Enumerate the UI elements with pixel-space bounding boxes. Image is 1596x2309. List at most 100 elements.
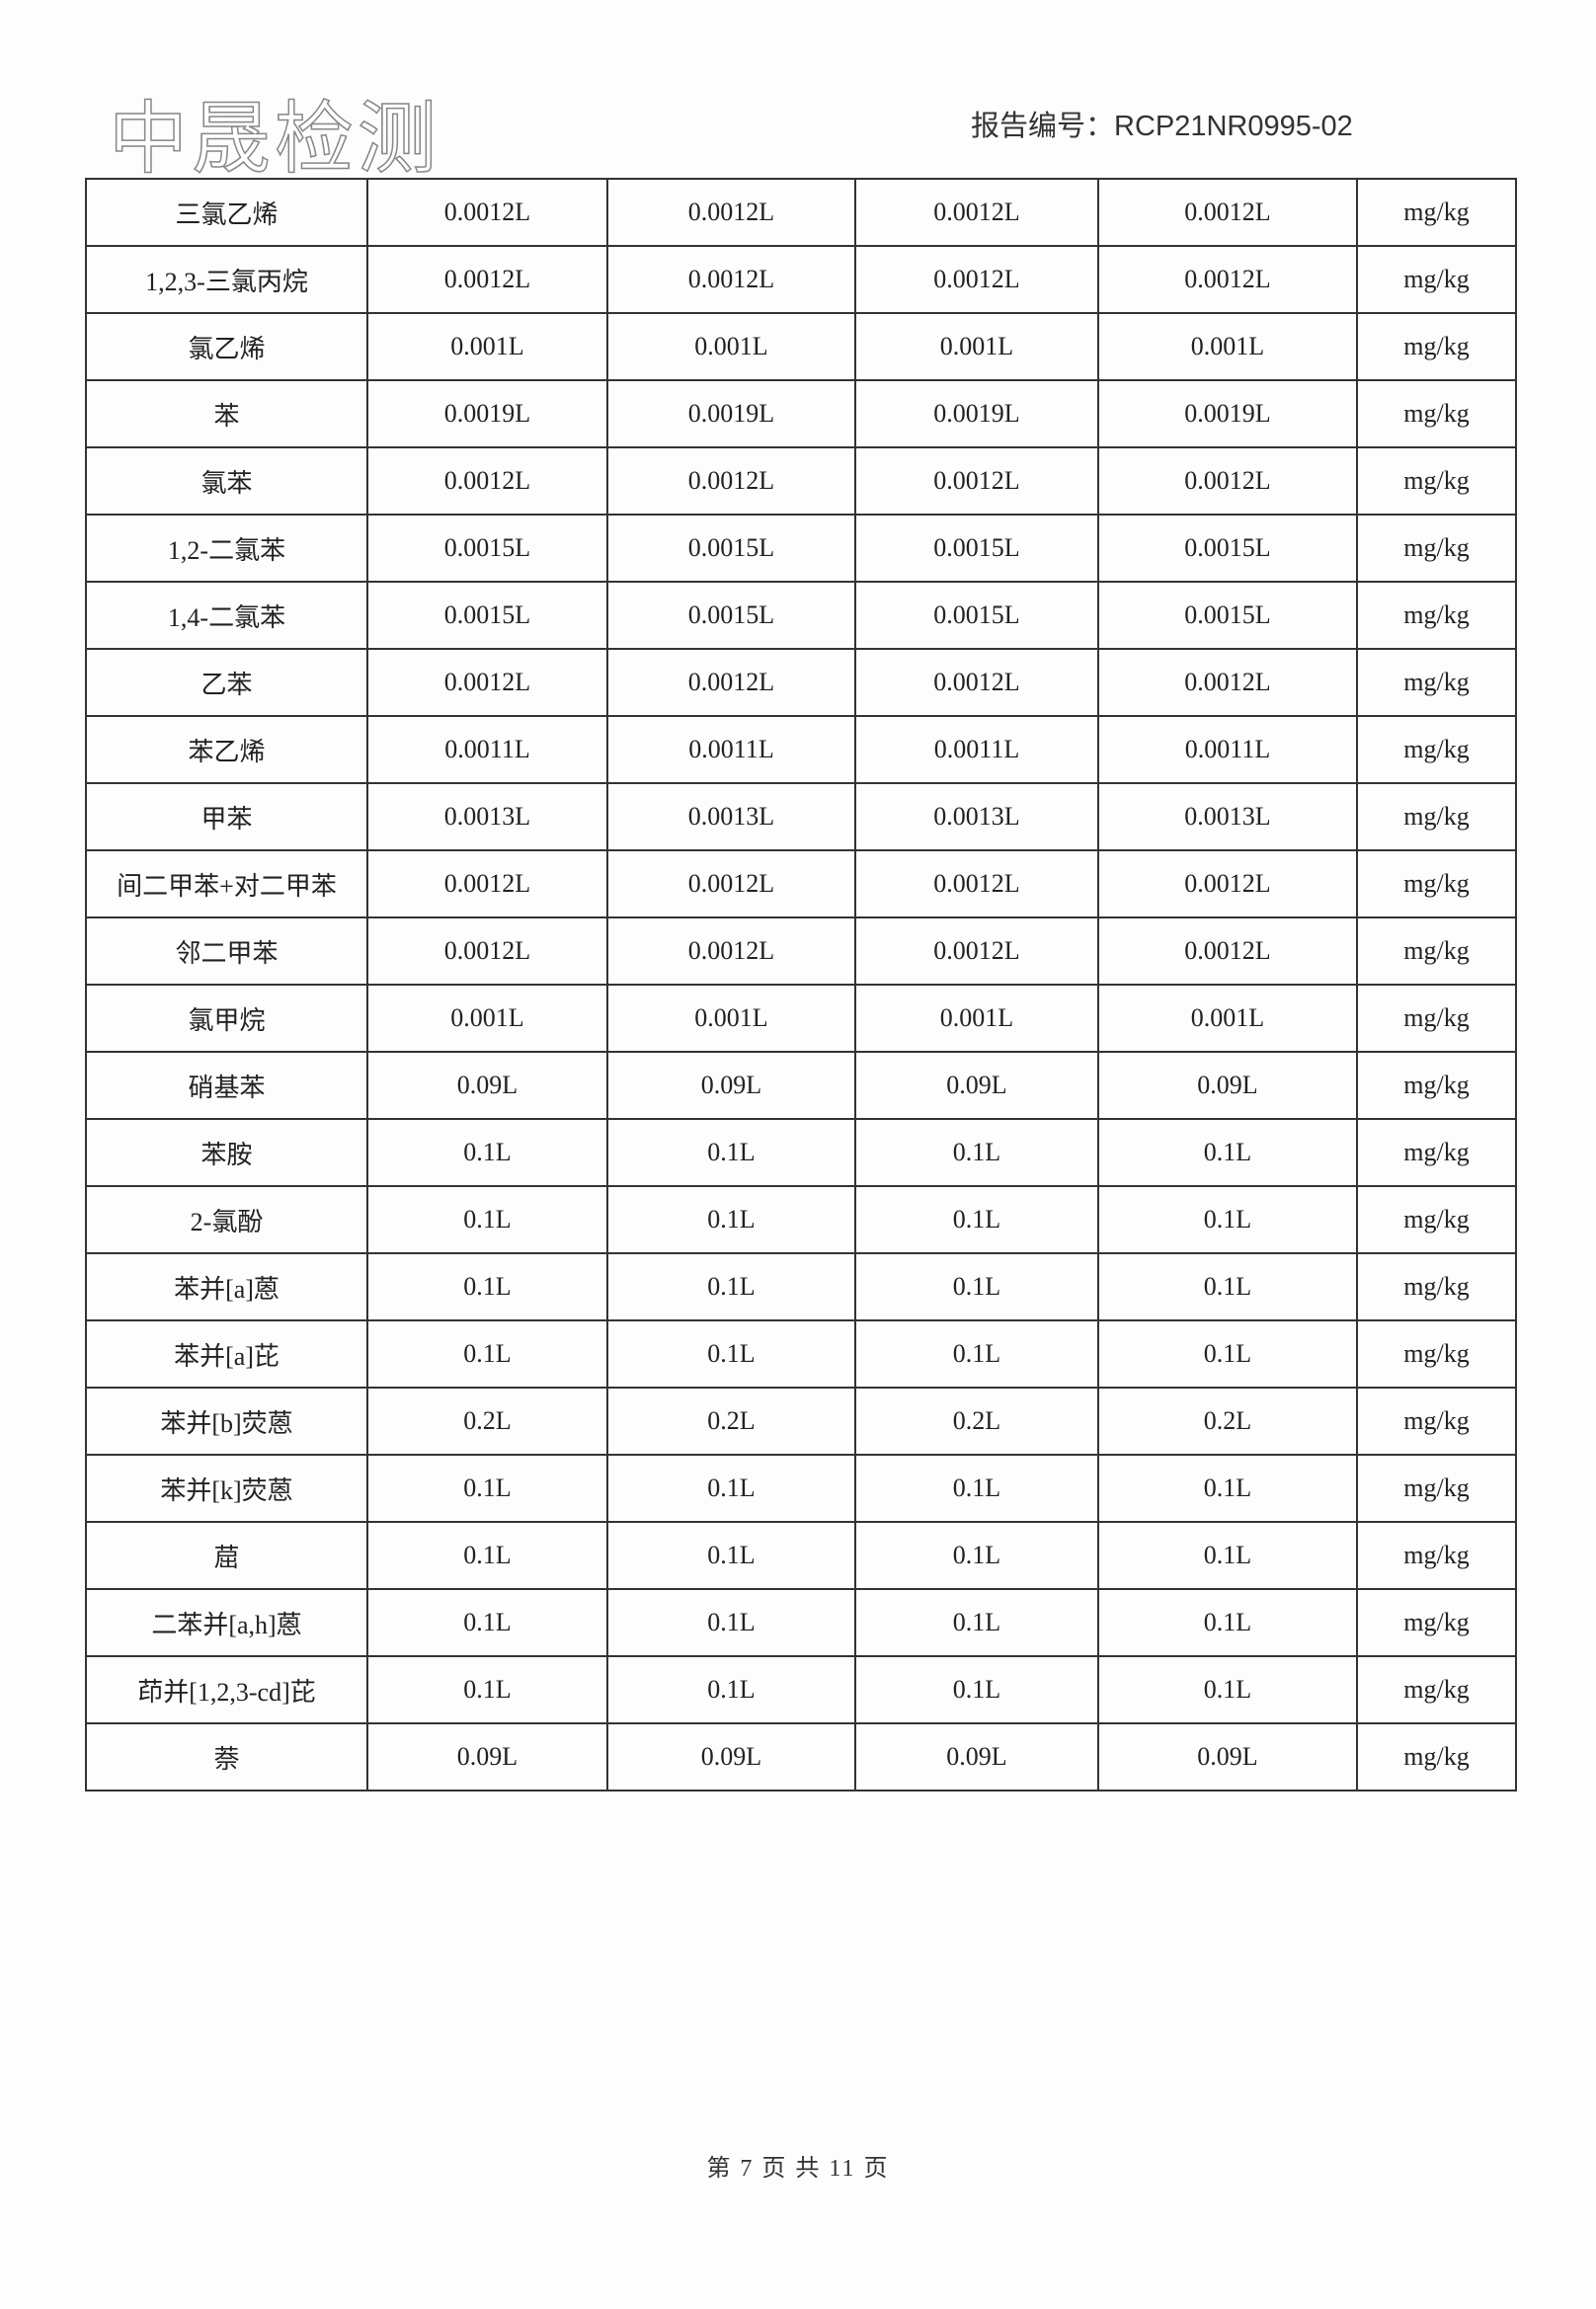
value-cell: 0.0012L xyxy=(606,849,856,918)
value-cell: 0.09L xyxy=(606,1051,856,1120)
value-cell: 0.0011L xyxy=(606,715,856,784)
value-cell: 0.0012L xyxy=(854,446,1099,516)
analyte-name: 1,2-二氯苯 xyxy=(85,514,368,583)
value-cell: 0.1L xyxy=(366,1118,608,1187)
unit-cell: mg/kg xyxy=(1356,446,1517,516)
value-cell: 0.0012L xyxy=(606,446,856,516)
value-cell: 0.0012L xyxy=(1097,849,1358,918)
unit-cell: mg/kg xyxy=(1356,648,1517,717)
value-cell: 0.1L xyxy=(854,1588,1099,1657)
value-cell: 0.0019L xyxy=(854,379,1099,448)
value-cell: 0.0011L xyxy=(854,715,1099,784)
table-row: 三氯乙烯 0.0012L 0.0012L 0.0012L 0.0012L mg/kg xyxy=(85,178,1517,247)
value-cell: 0.0013L xyxy=(606,782,856,851)
analyte-name: 苯并[b]荧蒽 xyxy=(85,1387,368,1456)
unit-cell: mg/kg xyxy=(1356,581,1517,650)
value-cell: 0.0012L xyxy=(854,178,1099,247)
value-cell: 0.0015L xyxy=(606,514,856,583)
value-cell: 0.1L xyxy=(1097,1118,1358,1187)
value-cell: 0.1L xyxy=(1097,1521,1358,1590)
unit-cell: mg/kg xyxy=(1356,1252,1517,1321)
value-cell: 0.1L xyxy=(606,1118,856,1187)
value-cell: 0.1L xyxy=(606,1655,856,1724)
value-cell: 0.0012L xyxy=(606,245,856,314)
table-row: 氯甲烷 0.001L 0.001L 0.001L 0.001L mg/kg xyxy=(85,984,1517,1053)
value-cell: 0.0012L xyxy=(606,178,856,247)
unit-cell: mg/kg xyxy=(1356,245,1517,314)
value-cell: 0.0012L xyxy=(1097,648,1358,717)
value-cell: 0.001L xyxy=(854,984,1099,1053)
value-cell: 0.1L xyxy=(854,1252,1099,1321)
analyte-name: 苯并[k]荧蒽 xyxy=(85,1454,368,1523)
unit-cell: mg/kg xyxy=(1356,1319,1517,1389)
value-cell: 0.001L xyxy=(366,984,608,1053)
table-row: 苯乙烯 0.0011L 0.0011L 0.0011L 0.0011L mg/kg xyxy=(85,715,1517,784)
table-row: 1,2-二氯苯 0.0015L 0.0015L 0.0015L 0.0015L mg/kg xyxy=(85,514,1517,583)
value-cell: 0.1L xyxy=(1097,1588,1358,1657)
analyte-name: 苯 xyxy=(85,379,368,448)
unit-cell: mg/kg xyxy=(1356,1454,1517,1523)
table-row: 苯并[b]荧蒽 0.2L 0.2L 0.2L 0.2L mg/kg xyxy=(85,1387,1517,1456)
value-cell: 0.1L xyxy=(1097,1185,1358,1254)
analyte-name: 苯乙烯 xyxy=(85,715,368,784)
table-row: 1,4-二氯苯 0.0015L 0.0015L 0.0015L 0.0015L mg/kg xyxy=(85,581,1517,650)
table-row: 二苯并[a,h]蒽 0.1L 0.1L 0.1L 0.1L mg/kg xyxy=(85,1588,1517,1657)
value-cell: 0.0013L xyxy=(1097,782,1358,851)
unit-cell: mg/kg xyxy=(1356,1588,1517,1657)
value-cell: 0.1L xyxy=(606,1319,856,1389)
table-row: 1,2,3-三氯丙烷 0.0012L 0.0012L 0.0012L 0.0012L mg… xyxy=(85,245,1517,314)
unit-cell: mg/kg xyxy=(1356,178,1517,247)
value-cell: 0.0013L xyxy=(366,782,608,851)
value-cell: 0.0012L xyxy=(854,849,1099,918)
analyte-name: 邻二甲苯 xyxy=(85,916,368,986)
unit-cell: mg/kg xyxy=(1356,1387,1517,1456)
table-row: 萘 0.09L 0.09L 0.09L 0.09L mg/kg xyxy=(85,1722,1517,1791)
analyte-name: 氯乙烯 xyxy=(85,312,368,381)
table-row: 茚并[1,2,3-cd]芘 0.1L 0.1L 0.1L 0.1L mg/kg xyxy=(85,1655,1517,1724)
value-cell: 0.1L xyxy=(366,1521,608,1590)
value-cell: 0.1L xyxy=(366,1185,608,1254)
results-table: 三氯乙烯 0.0012L 0.0012L 0.0012L 0.0012L mg/kg 1,2… xyxy=(85,178,1517,1791)
value-cell: 0.09L xyxy=(1097,1051,1358,1120)
value-cell: 0.0012L xyxy=(854,916,1099,986)
value-cell: 0.1L xyxy=(606,1588,856,1657)
value-cell: 0.09L xyxy=(854,1051,1099,1120)
analyte-name: 1,4-二氯苯 xyxy=(85,581,368,650)
table-row: 间二甲苯+对二甲苯 0.0012L 0.0012L 0.0012L 0.0012L mg/… xyxy=(85,849,1517,918)
value-cell: 0.001L xyxy=(854,312,1099,381)
table-row: 氯乙烯 0.001L 0.001L 0.001L 0.001L mg/kg xyxy=(85,312,1517,381)
unit-cell: mg/kg xyxy=(1356,715,1517,784)
value-cell: 0.0012L xyxy=(854,648,1099,717)
value-cell: 0.0012L xyxy=(1097,916,1358,986)
value-cell: 0.0012L xyxy=(366,849,608,918)
value-cell: 0.1L xyxy=(366,1454,608,1523)
value-cell: 0.0012L xyxy=(1097,245,1358,314)
value-cell: 0.0012L xyxy=(366,178,608,247)
value-cell: 0.09L xyxy=(1097,1722,1358,1791)
unit-cell: mg/kg xyxy=(1356,1051,1517,1120)
analyte-name: 乙苯 xyxy=(85,648,368,717)
analyte-name: 1,2,3-三氯丙烷 xyxy=(85,245,368,314)
value-cell: 0.0019L xyxy=(1097,379,1358,448)
analyte-name: 2-氯酚 xyxy=(85,1185,368,1254)
value-cell: 0.09L xyxy=(606,1722,856,1791)
value-cell: 0.0015L xyxy=(854,514,1099,583)
table-row: 氯苯 0.0012L 0.0012L 0.0012L 0.0012L mg/kg xyxy=(85,446,1517,516)
value-cell: 0.0012L xyxy=(366,648,608,717)
company-logo: 中晟检测 xyxy=(108,93,440,185)
value-cell: 0.0012L xyxy=(366,446,608,516)
analyte-name: 茚并[1,2,3-cd]芘 xyxy=(85,1655,368,1724)
value-cell: 0.0015L xyxy=(1097,581,1358,650)
report-number: 报告编号：RCP21NR0995-02 xyxy=(971,111,1353,142)
value-cell: 0.2L xyxy=(606,1387,856,1456)
unit-cell: mg/kg xyxy=(1356,1722,1517,1791)
page-number: 第 7 页 共 11 页 xyxy=(706,2156,890,2182)
unit-cell: mg/kg xyxy=(1356,1655,1517,1724)
value-cell: 0.0012L xyxy=(366,245,608,314)
unit-cell: mg/kg xyxy=(1356,984,1517,1053)
value-cell: 0.001L xyxy=(606,984,856,1053)
analyte-name: 苯并[a]蒽 xyxy=(85,1252,368,1321)
unit-cell: mg/kg xyxy=(1356,312,1517,381)
value-cell: 0.0015L xyxy=(366,581,608,650)
value-cell: 0.2L xyxy=(1097,1387,1358,1456)
